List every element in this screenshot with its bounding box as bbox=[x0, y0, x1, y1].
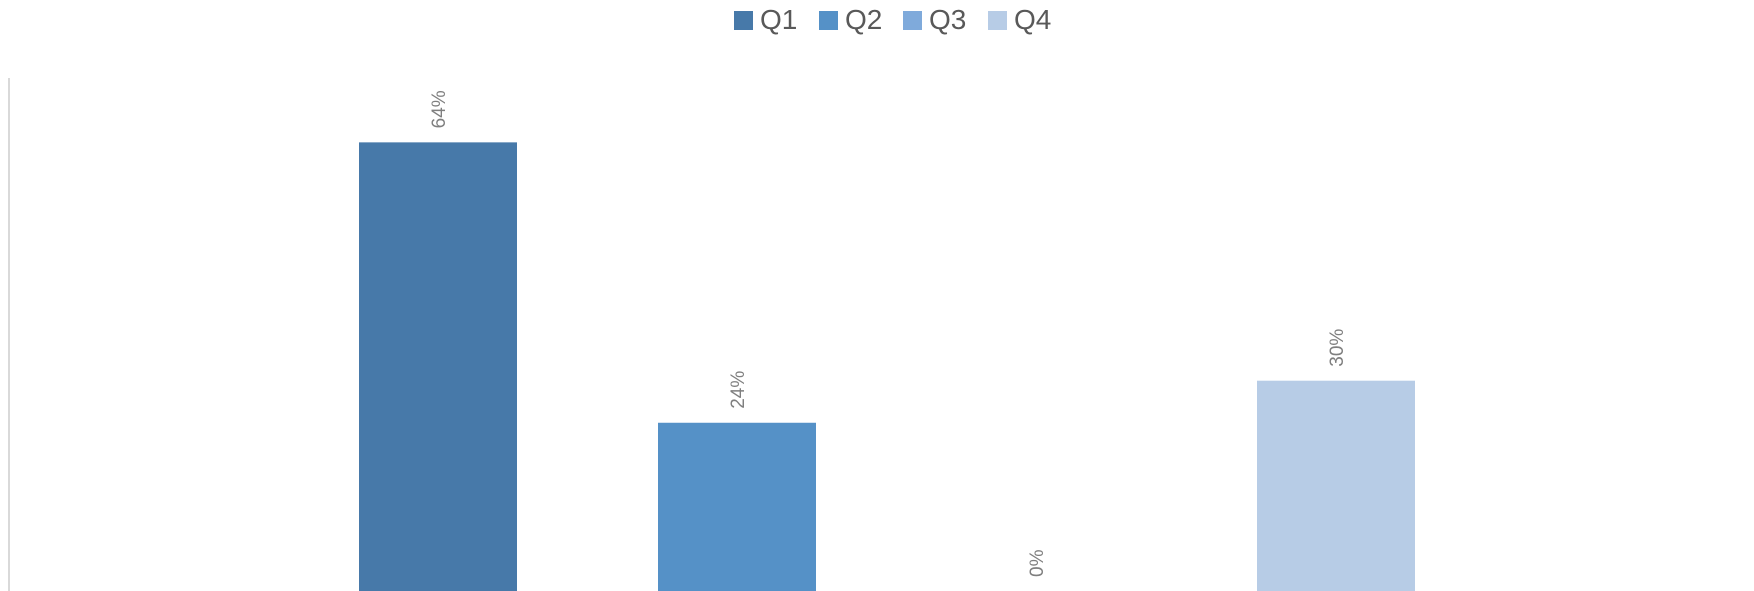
data-label-q3: 0% bbox=[1027, 549, 1048, 577]
legend-item-q2[interactable]: Q2 bbox=[819, 4, 882, 35]
legend-label-q4: Q4 bbox=[1014, 4, 1051, 35]
data-label-q4: 30% bbox=[1327, 329, 1348, 367]
legend-swatch-q4 bbox=[988, 11, 1007, 30]
data-label-q1: 64% bbox=[429, 90, 450, 128]
chart-legend: Q1 Q2 Q3 Q4 bbox=[734, 4, 1051, 35]
legend-label-q1: Q1 bbox=[760, 4, 797, 35]
data-label-group: 64% 24% 0% 30% bbox=[429, 90, 1348, 577]
bar-q4[interactable] bbox=[1257, 380, 1415, 591]
legend-item-q1[interactable]: Q1 bbox=[734, 4, 797, 35]
legend-item-q3[interactable]: Q3 bbox=[903, 4, 966, 35]
legend-label-q3: Q3 bbox=[929, 4, 966, 35]
legend-swatch-q2 bbox=[819, 11, 838, 30]
data-label-q2: 24% bbox=[728, 371, 749, 409]
legend-item-q4[interactable]: Q4 bbox=[988, 4, 1051, 35]
legend-label-q2: Q2 bbox=[845, 4, 882, 35]
bar-group bbox=[359, 142, 1415, 591]
legend-swatch-q1 bbox=[734, 11, 753, 30]
legend-swatch-q3 bbox=[903, 11, 922, 30]
bar-q1[interactable] bbox=[359, 142, 517, 591]
bar-q2[interactable] bbox=[658, 422, 816, 591]
